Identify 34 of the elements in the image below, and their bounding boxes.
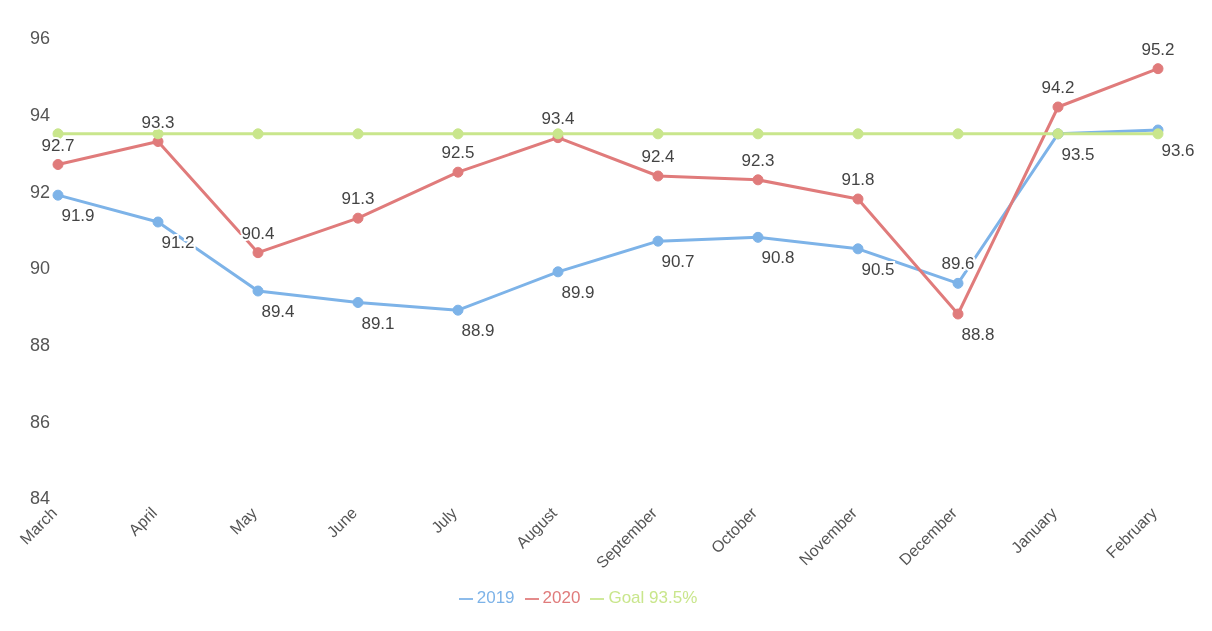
data-label: 92.3: [741, 150, 775, 170]
y-tick-label: 92: [29, 181, 50, 202]
y-tick-label: 96: [29, 28, 50, 49]
data-label: 88.8: [961, 325, 995, 344]
y-tick-label: 86: [29, 411, 50, 432]
data-label: 90.4: [241, 223, 275, 243]
data-label: 90.5: [861, 259, 895, 279]
y-tick-label: 84: [29, 488, 50, 509]
data-label: 92.7: [41, 135, 75, 155]
data-label: 93.5: [1061, 144, 1095, 164]
data-label: 93.4: [541, 108, 575, 128]
y-tick-label: 90: [29, 258, 50, 279]
legend-label: 2020: [542, 588, 581, 607]
data-label: 94.2: [1041, 78, 1075, 97]
legend-label: Goal 93.5%: [608, 588, 698, 607]
data-label: 93.3: [141, 112, 175, 132]
data-label: 88.9: [461, 321, 495, 341]
x-tick-label: July: [427, 504, 461, 537]
data-label: 90.7: [661, 252, 695, 272]
y-tick-label: 94: [29, 105, 50, 126]
data-label: 89.9: [561, 282, 595, 302]
data-label: 95.2: [1141, 39, 1175, 59]
data-label: 92.4: [641, 147, 675, 166]
data-label: 93.6: [1161, 141, 1195, 160]
data-label: 91.3: [341, 189, 375, 209]
x-tick-label: May: [226, 504, 261, 538]
data-label: 91.9: [61, 206, 95, 226]
data-label: 89.4: [261, 302, 295, 321]
legend-label: 2019: [476, 588, 515, 607]
data-label: 92.5: [441, 143, 475, 163]
data-label: 91.8: [841, 170, 875, 189]
data-label: 90.8: [761, 248, 795, 268]
y-tick-label: 88: [29, 335, 50, 356]
data-label: 89.1: [361, 313, 395, 333]
